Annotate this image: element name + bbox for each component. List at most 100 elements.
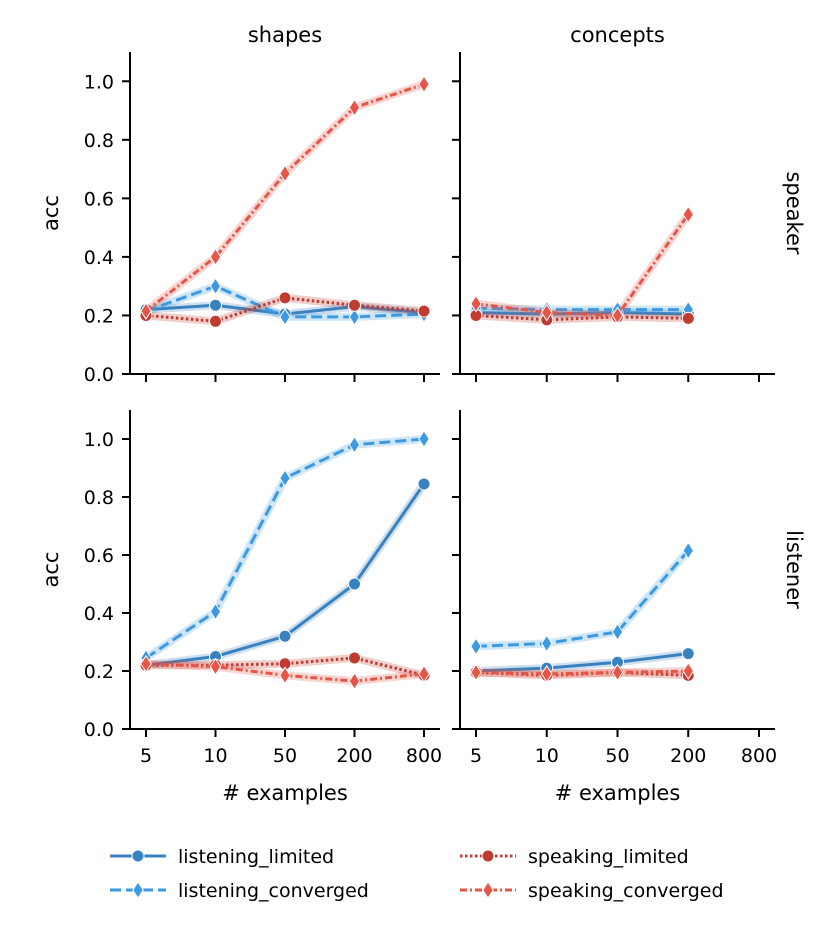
x-tick-label: 200 [670,745,706,767]
legend-item: listening_converged [110,880,369,902]
series-band [143,80,426,315]
series-line [475,669,689,676]
data-point [278,629,292,643]
data-point [348,298,361,312]
panel-listener-concepts: 5 10 50 200 800 [452,410,777,767]
panel-speaker-concepts [452,52,775,382]
data-point [279,469,291,488]
x-tick-label: 800 [741,745,777,767]
y-tick-label: 0.8 [84,130,114,152]
x-tick-label: 50 [273,745,297,767]
data-point [682,662,695,680]
data-point [611,663,624,682]
y-tick-label: 0.4 [84,247,114,269]
y-tick-label: 0.8 [84,487,114,509]
legend-marker [482,881,494,899]
legend-marker [481,849,495,863]
series-line [475,313,689,322]
series-band [475,548,692,651]
data-point [470,663,482,682]
data-point [279,666,291,685]
panel-listener-shapes: 0.0 0.2 0.4 0.6 0.8 1.0 5 10 50 200 800 [84,410,442,767]
data-point [348,98,361,117]
series-speaking_converged [140,75,430,320]
x-tick-label: 50 [605,745,629,767]
data-point [348,308,361,326]
x-tick-label: 800 [406,745,442,767]
data-point [140,302,152,320]
data-point [611,622,624,641]
x-tick-label: 5 [140,745,152,767]
column-title-concepts: concepts [570,23,665,47]
data-point [418,664,430,683]
series-line [145,296,425,323]
y-tick-label: 0.0 [84,364,114,386]
series-listening_limited [139,477,431,672]
data-point [209,602,222,621]
column-title-shapes: shapes [248,23,322,47]
data-point [348,651,361,665]
data-point [540,303,553,322]
x-tick-label: 200 [336,745,372,767]
legend-marker [131,849,145,863]
data-point [209,277,222,296]
series-listening_converged [140,430,430,667]
data-point [209,247,222,266]
data-point [540,634,553,653]
x-axis-label: # examples [555,781,681,805]
data-point [540,664,553,683]
y-tick-label: 0.2 [84,305,114,327]
data-point [682,205,695,224]
y-axis-label: acc [39,195,63,231]
data-point [417,304,431,318]
legend: listening_limited listening_converged spea… [110,846,724,902]
legend-item: speaking_converged [460,880,724,902]
data-point [209,314,222,328]
data-point [348,435,361,454]
y-tick-label: 0.6 [84,545,114,567]
data-point [348,577,361,591]
series-listening_converged [470,541,695,656]
legend-item: listening_limited [110,846,334,868]
x-tick-label: 10 [535,745,559,767]
y-tick-label: 0.2 [84,661,114,683]
data-point [611,306,624,325]
data-point [278,291,292,305]
data-point [682,541,695,560]
y-tick-label: 1.0 [84,71,114,93]
data-point [418,75,430,94]
data-point [209,298,222,312]
series-band [475,212,692,320]
row-title-speaker: speaker [782,171,806,254]
series-speaking_converged [140,654,430,691]
legend-label: listening_converged [178,880,369,902]
data-point [417,477,431,491]
data-point [470,637,482,656]
data-point [279,164,291,183]
series-speaking_converged [470,662,695,683]
x-tick-label: 10 [203,745,227,767]
y-tick-label: 0.4 [84,603,114,625]
y-axis-label: acc [39,552,63,588]
series-speaking_limited [469,308,695,327]
series-speaking_converged [470,205,695,325]
series-line [475,213,690,317]
data-point [681,311,695,325]
legend-label: listening_limited [178,846,334,868]
legend-marker [132,881,144,899]
y-tick-label: 0.0 [84,719,114,741]
y-tick-label: 0.6 [84,188,114,210]
data-point [681,647,695,661]
data-point [348,672,361,691]
series-line [475,652,689,673]
data-point [279,308,291,326]
x-tick-label: 5 [470,745,482,767]
row-title-listener: listener [782,530,806,609]
panel-speaker-shapes: 0.0 0.2 0.4 0.6 0.8 1.0 [84,52,440,386]
legend-item: speaking_limited [460,846,689,868]
data-point [418,430,430,448]
data-point [209,657,222,676]
series-line [475,549,690,648]
y-tick-label: 1.0 [84,429,114,451]
